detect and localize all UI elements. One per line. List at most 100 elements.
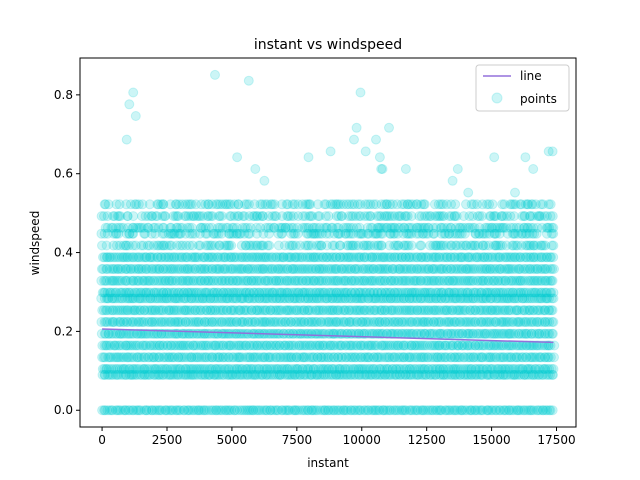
scatter-point: [259, 352, 269, 363]
scatter-point: [274, 352, 285, 363]
legend: line points: [475, 64, 570, 112]
scatter-point: [183, 369, 194, 380]
scatter-point: [476, 405, 487, 416]
scatter-point: [107, 369, 118, 380]
scatter-point: [124, 352, 135, 363]
scatter-point: [234, 352, 245, 363]
scatter-point: [259, 405, 270, 416]
scatter-point: [143, 328, 154, 339]
scatter-point: [432, 352, 443, 363]
scatter-point: [229, 405, 240, 416]
scatter-point: [190, 340, 201, 351]
scatter-point: [177, 352, 188, 363]
scatter-point: [540, 352, 551, 363]
legend-point-swatch: [491, 92, 503, 104]
scatter-point: [157, 364, 168, 374]
scatter-point: [213, 328, 224, 339]
scatter-point: [270, 405, 281, 416]
scatter-point: [379, 369, 390, 380]
scatter-point: [300, 364, 311, 374]
scatter-point: [481, 352, 492, 363]
scatter-point: [483, 405, 494, 416]
scatter-point: [107, 405, 118, 416]
scatter-point: [268, 340, 279, 351]
scatter-point: [517, 364, 528, 374]
scatter-point: [546, 364, 557, 374]
scatter-point: [103, 352, 114, 363]
scatter-point: [120, 364, 131, 374]
scatter-point: [404, 352, 415, 363]
scatter-point: [411, 352, 422, 363]
scatter-point: [477, 405, 488, 416]
scatter-point: [549, 340, 560, 351]
scatter-point: [466, 405, 477, 416]
scatter-point: [506, 405, 517, 416]
scatter-point: [124, 364, 135, 374]
scatter-point: [380, 340, 391, 351]
scatter-point: [289, 405, 300, 416]
scatter-point: [293, 364, 304, 374]
scatter-point: [219, 369, 229, 380]
scatter-point: [232, 405, 243, 416]
scatter-point: [374, 152, 385, 163]
scatter-point: [521, 352, 532, 363]
scatter-point: [196, 352, 207, 363]
scatter-point: [118, 364, 129, 374]
scatter-point: [356, 369, 367, 380]
scatter-point: [290, 405, 301, 416]
scatter-point: [549, 352, 559, 363]
scatter-point: [145, 369, 156, 380]
scatter-point: [522, 364, 533, 374]
scatter-point: [440, 405, 451, 416]
scatter-point: [277, 405, 288, 416]
scatter-point: [305, 364, 316, 374]
scatter-point: [477, 364, 488, 374]
scatter-point: [217, 405, 228, 416]
scatter-point: [242, 405, 253, 416]
scatter-point: [249, 340, 260, 351]
scatter-point: [167, 364, 178, 374]
scatter-point: [168, 340, 179, 351]
scatter-point: [359, 340, 370, 351]
scatter-point: [360, 352, 371, 363]
scatter-point: [307, 405, 318, 416]
scatter-point: [345, 364, 356, 374]
scatter-point: [302, 328, 313, 339]
scatter-point: [235, 352, 246, 363]
scatter-point: [372, 352, 383, 363]
scatter-point: [244, 405, 255, 416]
scatter-point: [463, 369, 474, 380]
scatter-point: [273, 405, 284, 416]
scatter-point: [174, 364, 185, 374]
scatter-point: [333, 405, 344, 416]
y-tick-label: 0.2: [54, 324, 73, 338]
x-tick-label: 12500: [408, 433, 446, 447]
scatter-point: [364, 369, 375, 380]
scatter-point: [389, 369, 400, 380]
scatter-point: [372, 340, 383, 351]
scatter-point: [370, 405, 380, 416]
scatter-point: [136, 328, 147, 339]
scatter-point: [337, 364, 348, 374]
scatter-point: [494, 352, 505, 363]
scatter-point: [161, 340, 172, 351]
scatter-point: [303, 152, 314, 163]
scatter-point: [419, 340, 430, 351]
scatter-point: [291, 352, 302, 363]
scatter-point: [392, 405, 403, 416]
scatter-point: [398, 340, 409, 351]
scatter-point: [528, 405, 539, 416]
scatter-point: [102, 369, 113, 380]
scatter-point: [513, 369, 524, 380]
scatter-point: [506, 352, 517, 363]
scatter-point: [542, 352, 553, 363]
scatter-point: [105, 340, 116, 351]
scatter-point: [318, 364, 329, 374]
scatter-point: [384, 364, 395, 374]
scatter-point: [487, 352, 498, 363]
scatter-point: [307, 369, 317, 380]
scatter-point: [384, 352, 395, 363]
scatter-point: [420, 405, 431, 416]
scatter-point: [342, 369, 353, 380]
scatter-point: [497, 352, 508, 363]
